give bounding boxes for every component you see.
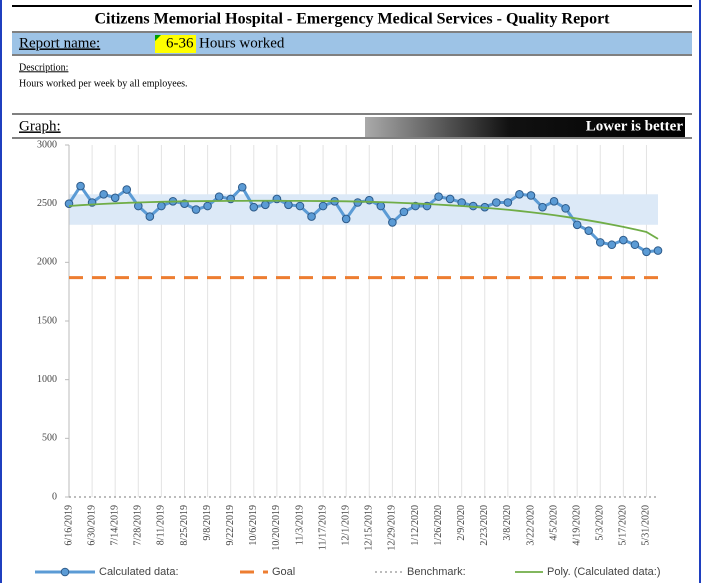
data-point	[307, 212, 316, 221]
data-point	[619, 235, 628, 245]
data-point	[99, 189, 108, 199]
data-point	[318, 201, 328, 211]
title: Citizens Memorial Hospital - Emergency M…	[95, 11, 611, 28]
description: Hours worked per week by all employees.	[19, 78, 188, 89]
legend-label: Benchmark:	[407, 566, 466, 578]
data-point	[145, 212, 155, 221]
data-point	[388, 218, 397, 227]
series-line	[68, 199, 659, 240]
data-point	[214, 192, 224, 201]
x-tick-label: 2/9/2020	[456, 505, 467, 541]
report-row	[12, 33, 692, 54]
data-point	[630, 240, 640, 250]
note-bar	[365, 117, 685, 137]
data-point	[561, 204, 570, 213]
x-tick-label: 10/20/2019	[271, 505, 282, 551]
data-point	[249, 202, 259, 212]
data-point	[572, 220, 582, 230]
control-band	[69, 194, 658, 225]
graph-label: Graph:	[19, 118, 61, 134]
x-tick-label: 5/3/2020	[595, 505, 606, 541]
x-tick-label: 1/12/2020	[410, 505, 421, 546]
x-tick-label: 11/3/2019	[294, 505, 305, 545]
cell-flag	[155, 35, 161, 41]
data-point	[538, 202, 547, 212]
description-label: Description:	[19, 62, 68, 73]
y-tick-label: 2000	[37, 257, 57, 268]
code-cell	[155, 35, 196, 53]
x-tick-label: 8/25/2019	[179, 505, 190, 546]
data-point	[642, 247, 651, 257]
y-tick-label: 1500	[37, 315, 57, 326]
data-point	[261, 200, 270, 210]
data-point	[549, 197, 559, 206]
legend-marker	[60, 567, 70, 577]
data-point	[122, 185, 132, 194]
x-tick-label: 12/1/2019	[340, 505, 351, 546]
x-tick-label: 6/30/2019	[86, 505, 97, 546]
data-point	[434, 192, 443, 201]
x-tick-label: 12/15/2019	[364, 505, 375, 551]
data-point	[526, 191, 536, 200]
x-tick-label: 9/22/2019	[225, 505, 236, 546]
y-tick-label: 0	[52, 491, 57, 502]
data-point	[376, 201, 386, 211]
data-point	[515, 189, 524, 199]
x-tick-label: 5/17/2020	[618, 505, 629, 546]
legend-label: Calculated data:	[99, 566, 179, 578]
data-point	[157, 201, 166, 211]
report-code: 6-36	[166, 35, 194, 51]
x-tick-label: 4/5/2020	[548, 505, 559, 541]
x-tick-label: 8/11/2019	[156, 505, 167, 545]
x-tick-label: 3/8/2020	[502, 505, 513, 541]
y-tick-label: 1000	[37, 374, 57, 385]
x-tick-label: 7/28/2019	[133, 505, 144, 546]
data-point	[76, 181, 85, 191]
data-point	[653, 246, 663, 255]
x-tick-label: 1/26/2020	[433, 505, 444, 546]
data-point	[191, 205, 201, 214]
x-tick-label: 3/22/2020	[525, 505, 536, 546]
data-point	[284, 200, 293, 210]
legend-label: Goal	[272, 566, 295, 578]
x-tick-label: 2/23/2020	[479, 505, 490, 546]
data-point	[595, 238, 605, 247]
x-tick-label: 6/16/2019	[63, 505, 74, 546]
x-tick-label: 7/14/2019	[109, 505, 120, 546]
data-point	[399, 207, 409, 217]
data-point	[341, 214, 351, 224]
x-tick-label: 12/29/2019	[387, 505, 398, 551]
x-tick-label: 4/19/2020	[571, 505, 582, 546]
data-point	[295, 201, 305, 211]
report-label: Report name:	[19, 35, 100, 51]
data-point	[607, 240, 617, 250]
x-tick-label: 5/31/2020	[641, 505, 652, 546]
y-tick-label: 3000	[37, 139, 57, 150]
data-point	[364, 195, 374, 205]
note: Lower is better	[586, 118, 684, 134]
y-tick-label: 500	[42, 433, 57, 444]
y-tick-label: 2500	[37, 198, 57, 209]
data-point	[110, 193, 120, 203]
report-name: Hours worked	[199, 35, 285, 51]
data-point	[584, 226, 594, 235]
data-point	[503, 198, 513, 207]
data-point	[445, 194, 455, 204]
x-tick-label: 9/8/2019	[202, 505, 213, 541]
x-tick-label: 11/17/2019	[317, 505, 328, 550]
legend-label: Poly. (Calculated data:)	[547, 566, 661, 578]
data-point	[203, 201, 212, 211]
data-point	[492, 198, 501, 207]
data-point	[237, 182, 247, 192]
x-tick-label: 10/6/2019	[248, 505, 259, 546]
